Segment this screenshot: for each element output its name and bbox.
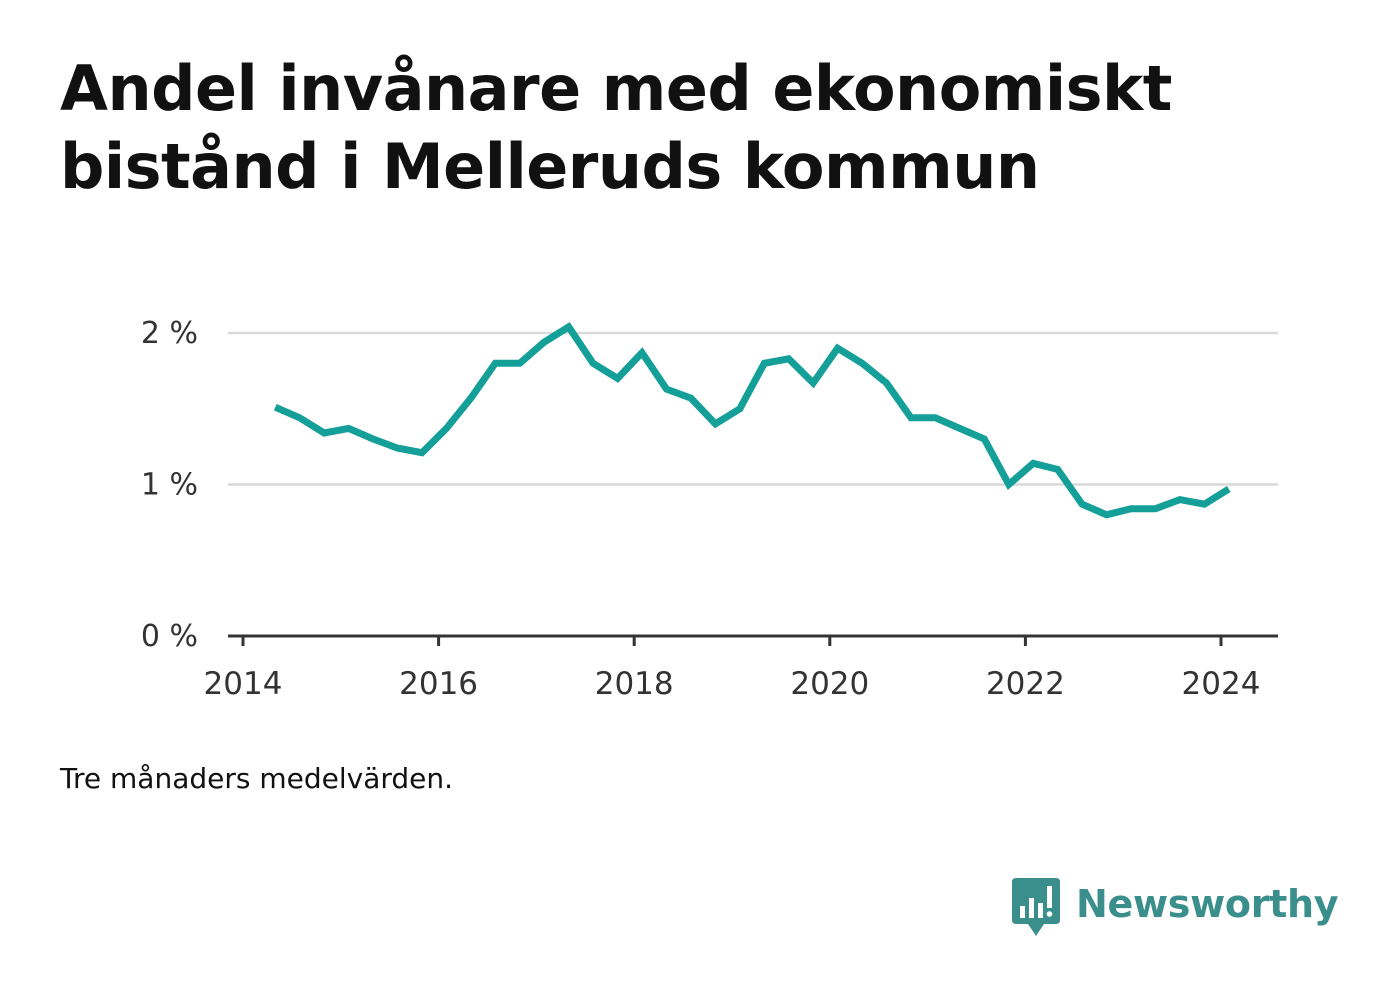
y-axis-tick-labels: 0 % 1 % 2 % <box>141 316 198 654</box>
x-tick-label: 2024 <box>1182 666 1261 702</box>
chart-title: Andel invånare med ekonomiskt bistånd i … <box>60 52 1172 203</box>
footnote: Tre månaders medelvärden. <box>60 762 454 795</box>
x-tick-label: 2020 <box>790 666 869 702</box>
y-tick-label: 2 % <box>141 316 198 351</box>
brand-name: Newsworthy <box>1076 882 1339 926</box>
newsworthy-bar-chart-speech-bubble-icon <box>1012 878 1060 936</box>
x-tick-label: 2014 <box>204 666 283 702</box>
y-tick-label: 1 % <box>141 468 198 503</box>
x-axis <box>228 634 1278 646</box>
series <box>273 322 1231 519</box>
x-tick-label: 2018 <box>595 666 674 702</box>
series-line <box>273 322 1231 519</box>
brand-logo[interactable]: Newsworthy <box>1010 876 1339 940</box>
x-axis-tick-labels: 2014 2016 2018 2020 2022 2024 <box>204 666 1261 702</box>
y-tick-label: 0 % <box>141 619 198 654</box>
gridlines <box>228 331 1278 486</box>
x-tick-label: 2016 <box>399 666 478 702</box>
x-tick-label: 2022 <box>986 666 1065 702</box>
